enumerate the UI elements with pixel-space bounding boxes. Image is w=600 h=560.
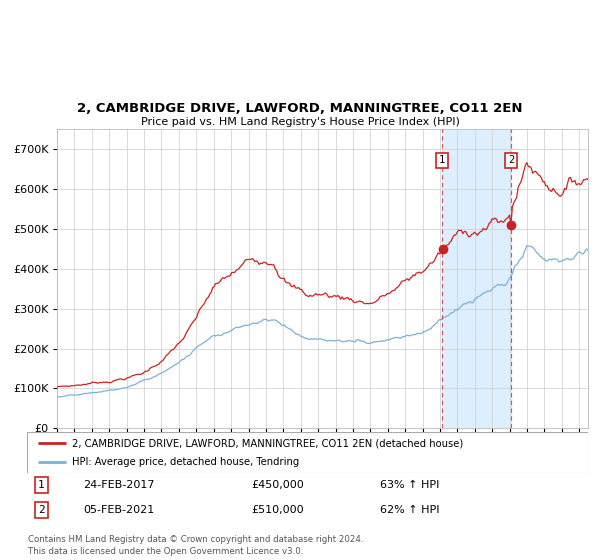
Text: 62% ↑ HPI: 62% ↑ HPI — [380, 505, 440, 515]
Text: 1: 1 — [38, 480, 44, 490]
Text: 63% ↑ HPI: 63% ↑ HPI — [380, 480, 440, 490]
Text: 2, CAMBRIDGE DRIVE, LAWFORD, MANNINGTREE, CO11 2EN: 2, CAMBRIDGE DRIVE, LAWFORD, MANNINGTREE… — [77, 102, 523, 115]
Text: 2: 2 — [38, 505, 44, 515]
Text: HPI: Average price, detached house, Tendring: HPI: Average price, detached house, Tend… — [72, 457, 299, 467]
Text: Price paid vs. HM Land Registry's House Price Index (HPI): Price paid vs. HM Land Registry's House … — [140, 117, 460, 127]
Text: 24-FEB-2017: 24-FEB-2017 — [83, 480, 155, 490]
Text: 1: 1 — [439, 155, 445, 165]
Text: 2, CAMBRIDGE DRIVE, LAWFORD, MANNINGTREE, CO11 2EN (detached house): 2, CAMBRIDGE DRIVE, LAWFORD, MANNINGTREE… — [72, 438, 463, 449]
Text: 2: 2 — [508, 155, 514, 165]
Text: 05-FEB-2021: 05-FEB-2021 — [83, 505, 154, 515]
Text: £510,000: £510,000 — [251, 505, 304, 515]
Text: Contains HM Land Registry data © Crown copyright and database right 2024.
This d: Contains HM Land Registry data © Crown c… — [28, 535, 364, 556]
Bar — [442, 129, 511, 428]
Text: £450,000: £450,000 — [251, 480, 304, 490]
